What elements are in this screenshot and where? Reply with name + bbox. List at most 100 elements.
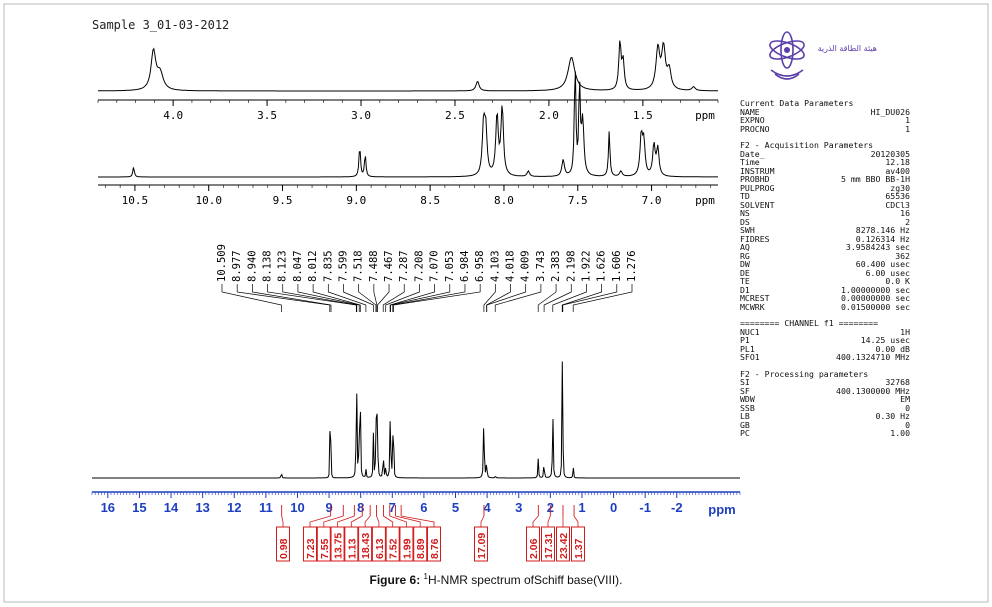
tick-label: 3.5 xyxy=(257,109,277,122)
tick-label: 0 xyxy=(610,500,617,515)
tick-label: 9.5 xyxy=(273,194,293,207)
tick-label: 9.0 xyxy=(346,194,366,207)
integral-connector xyxy=(323,515,344,527)
peak-label-connector xyxy=(543,284,572,312)
param-row-si: SI 32768 xyxy=(740,378,910,387)
param-row-procno: PROCNO 1 xyxy=(740,123,910,134)
param-key: EXPNO xyxy=(740,115,765,125)
tick-label: 10 xyxy=(290,500,304,515)
spectrum-trace xyxy=(98,71,718,178)
tick-label: 3.0 xyxy=(351,109,371,122)
param-row-dw: DW 60.400 usec xyxy=(740,260,910,269)
param-row-de: DE 6.00 usec xyxy=(740,268,910,278)
param-value: 8278.146 Hz xyxy=(855,225,910,235)
param-key: GB xyxy=(740,419,750,430)
figure-caption: Figure 6: 1H-NMR spectrum ofSchiff base(… xyxy=(0,572,992,587)
tick-label: 2.5 xyxy=(445,109,465,122)
integral-box xyxy=(474,526,488,562)
param-row-sfo1: SFO1 400.1324710 MHz xyxy=(740,353,910,362)
integral-value: 8.76 xyxy=(429,538,441,559)
acquisition-parameters-block: Current Data Parameters NAME HI_DU026 EXPN… xyxy=(740,96,910,438)
peak-label: 10.509 xyxy=(216,244,228,282)
param-key: INSTRUM xyxy=(740,165,775,176)
param-value: HI_DU026 xyxy=(870,106,910,117)
integral-connector xyxy=(281,515,284,527)
tick-label: 7.0 xyxy=(642,194,662,207)
param-value: av400 xyxy=(885,165,910,176)
tick-label: 9 xyxy=(325,500,332,515)
sample-title: Sample 3_01-03-2012 xyxy=(92,18,230,32)
param-value: 0.30 Hz xyxy=(875,411,910,421)
peak-label-connector xyxy=(561,284,602,312)
peak-label-connector xyxy=(221,284,282,312)
param-key: PROCNO xyxy=(740,123,770,134)
peak-label-connector xyxy=(385,284,420,312)
param-key: TE xyxy=(740,276,750,286)
param-value: zg30 xyxy=(890,182,910,193)
peak-label-connector xyxy=(343,284,374,312)
integral-value: 1.37 xyxy=(573,538,585,559)
peak-label: 4.018 xyxy=(505,250,517,282)
integral-connector xyxy=(389,515,407,527)
param-key: D1 xyxy=(740,284,750,295)
peak-label: 7.467 xyxy=(383,250,395,282)
peak-label: 2.383 xyxy=(550,250,562,282)
integral-connector xyxy=(309,515,331,527)
param-value: 16 xyxy=(900,208,910,218)
param-row-mcrest: MCREST 0.00000000 sec xyxy=(740,294,910,303)
param-row-mcwrk: MCWRK 0.01500000 sec xyxy=(740,302,910,312)
param-value: 0.0 K xyxy=(885,276,910,286)
integral-value: 0.98 xyxy=(278,538,290,559)
integral-value: 6.13 xyxy=(374,538,386,559)
tick-label: 4.0 xyxy=(163,109,183,122)
integral-connector xyxy=(383,515,394,527)
peak-label: 1.276 xyxy=(626,250,638,282)
param-key: NS xyxy=(740,208,750,218)
integral-box xyxy=(571,526,585,562)
integral-box xyxy=(358,526,373,562)
param-row-date: Date_ 20120305 xyxy=(740,148,910,159)
tick-label: 16 xyxy=(101,500,115,515)
param-key: FIDRES xyxy=(740,233,770,244)
param-value: 60.400 usec xyxy=(855,259,910,269)
param-value: 0.00 dB xyxy=(875,343,910,354)
param-value: 362 xyxy=(895,250,910,261)
integral-connector xyxy=(337,515,355,527)
expansion-panel-aromatic: 10.5 10.0 9.5 9.0 8.5 8.0 7.5 7.0 ppm xyxy=(98,71,718,207)
peak-label: 7.053 xyxy=(444,250,456,282)
peak-label: 6.984 xyxy=(459,250,471,282)
integral-value: 1.13 xyxy=(346,538,358,559)
param-row-rg: RG 362 xyxy=(740,250,910,261)
logo-arabic-text: هيئة الطاقة الذرية xyxy=(817,44,877,53)
peak-label: 2.198 xyxy=(565,250,577,282)
param-row-aq: AQ 3.9584243 sec xyxy=(740,243,910,252)
integral-value: 17.09 xyxy=(476,533,488,559)
integral-box xyxy=(371,526,386,562)
param-value: 5 mm BBO BB-1H xyxy=(840,174,910,184)
integral-box xyxy=(526,526,540,562)
param-value: 20120305 xyxy=(870,148,910,159)
param-value: EM xyxy=(900,394,910,404)
tick-label: 11 xyxy=(259,500,273,515)
peak-label: 4.103 xyxy=(489,250,501,282)
integral-connector xyxy=(547,515,551,527)
integral-value: 2.06 xyxy=(528,538,540,559)
peak-label: 1.626 xyxy=(596,250,608,282)
tick-label: 7.5 xyxy=(568,194,588,207)
param-row-pc: PC 1.00 xyxy=(740,429,910,438)
unit-label: ppm xyxy=(708,502,735,517)
param-row-te: TE 0.0 K xyxy=(740,277,910,286)
tick-label: 3 xyxy=(515,500,522,515)
param-value: 32768 xyxy=(885,377,910,387)
integral-box xyxy=(316,526,331,562)
peak-label: 8.977 xyxy=(231,250,243,282)
peak-label: 8.047 xyxy=(292,250,304,282)
tick-label: 1 xyxy=(578,500,585,515)
organization-logo: هيئة الطاقة الذرية xyxy=(765,22,877,89)
peak-label-connector xyxy=(552,284,587,312)
param-key: Date_ xyxy=(740,148,765,159)
param-value: 1.00000000 sec xyxy=(840,284,910,295)
peak-label-connector xyxy=(297,284,360,312)
